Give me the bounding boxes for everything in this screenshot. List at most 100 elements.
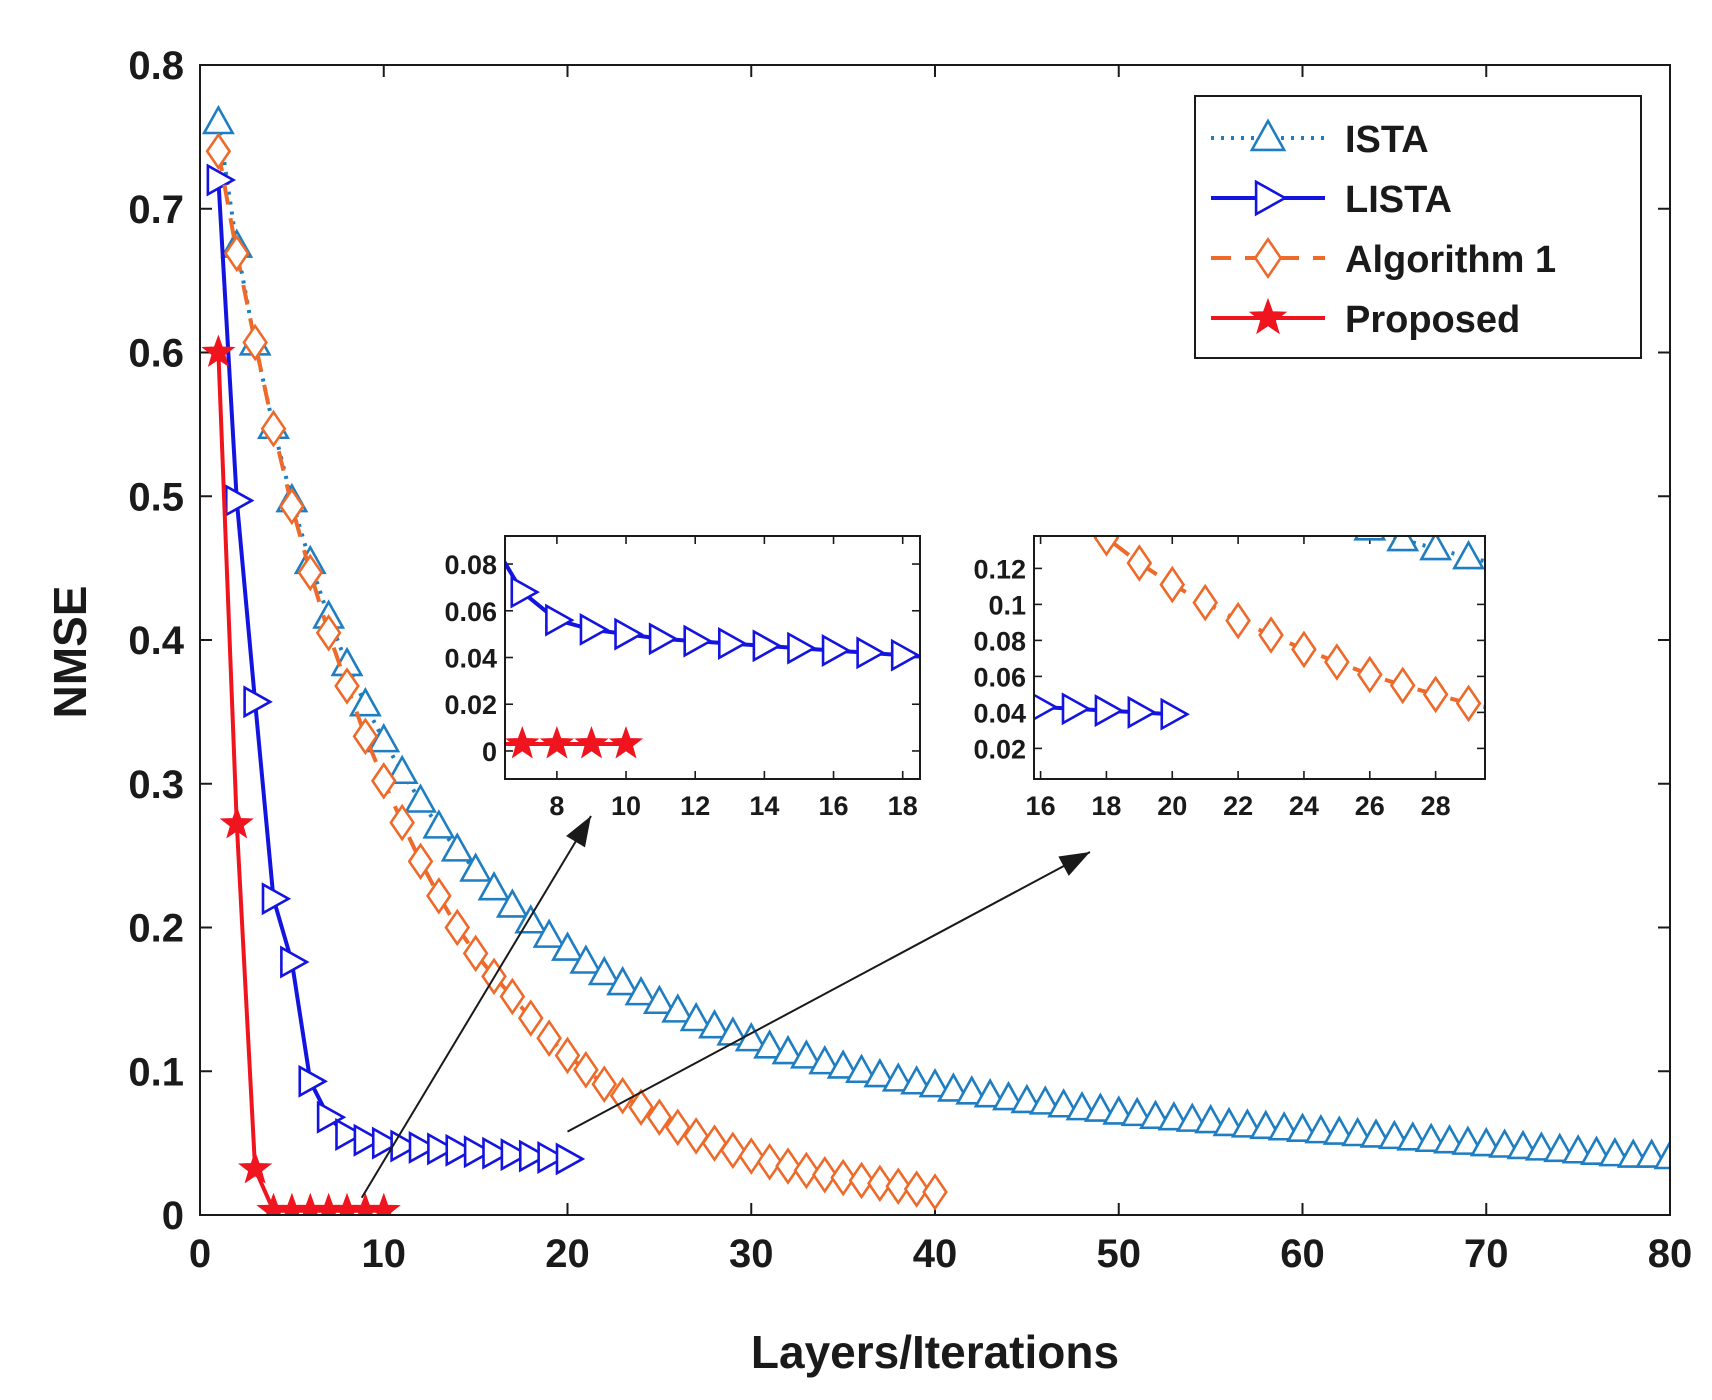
- inset-plot-right: 16 18 20 22 24 26 28 0.02 0.04 0.06 0.08 0.1 0.12: [973, 535, 1486, 821]
- main-point-lista: [261, 882, 292, 916]
- inset-y-tick-label: 0.02: [444, 690, 497, 720]
- main-point-algorithm-1: [903, 1170, 930, 1208]
- x-axis-label: Layers/Iterations: [751, 1326, 1119, 1378]
- main-point-ista: [753, 1029, 787, 1059]
- main-point-algorithm-1: [830, 1158, 856, 1197]
- inset-point-proposed: [505, 726, 540, 759]
- inset-series-group: [505, 558, 920, 759]
- x-tick-label: 70: [1464, 1232, 1509, 1276]
- inset-point-lista: [683, 624, 713, 658]
- inset-frame: [504, 535, 921, 780]
- legend-marker-proposed: [1248, 297, 1288, 335]
- inset-x-tick-label: 24: [1289, 791, 1319, 821]
- main-point-ista: [624, 975, 658, 1006]
- main-point-ista: [936, 1072, 970, 1102]
- inset-point-lista: [1034, 693, 1059, 721]
- main-point-lista: [482, 1136, 512, 1170]
- main-point-algorithm-1: [628, 1088, 654, 1126]
- main-point-ista: [845, 1053, 878, 1084]
- main-point-algorithm-1: [646, 1098, 673, 1137]
- arrow-head: [1058, 852, 1090, 876]
- inset-y-tick-label: 0.04: [973, 698, 1026, 728]
- legend-marker-ista: [1249, 118, 1287, 152]
- main-point-lista: [335, 1118, 365, 1151]
- main-point-algorithm-1: [591, 1065, 618, 1103]
- main-point-ista: [569, 944, 603, 974]
- inset-point-proposed: [574, 726, 609, 759]
- inset-point-lista: [1160, 697, 1190, 731]
- main-point-ista: [771, 1034, 805, 1065]
- main-point-lista: [537, 1141, 567, 1174]
- inset-point-proposed: [608, 726, 644, 759]
- inset-x-tick-label: 12: [680, 791, 710, 821]
- main-point-ista: [422, 809, 456, 839]
- main-point-ista: [1083, 1092, 1117, 1122]
- inset-x-tick-label: 18: [1091, 791, 1121, 821]
- inset-x-tick-label: 20: [1157, 791, 1187, 821]
- main-point-lista: [518, 1139, 549, 1173]
- inset-frame: [1033, 535, 1486, 780]
- inset-point-lista: [614, 617, 644, 651]
- main-point-algorithm-1: [573, 1051, 599, 1089]
- x-tick-label: 40: [913, 1232, 958, 1276]
- main-point-ista: [385, 754, 419, 785]
- inset-point-algorithm-1: [1389, 666, 1416, 705]
- main-point-ista: [881, 1062, 915, 1092]
- inset-y-tick-label: 0.1: [988, 590, 1026, 620]
- inset-point-lista: [510, 575, 540, 609]
- main-point-proposed: [219, 806, 254, 839]
- main-point-ista: [1047, 1088, 1081, 1118]
- main-point-ista: [459, 852, 493, 882]
- inset-point-algorithm-1: [1225, 601, 1251, 640]
- inset-point-lista: [752, 629, 783, 663]
- inset-y-tick-label: 0: [482, 737, 497, 767]
- inset-x-tick-label: 28: [1421, 791, 1451, 821]
- inset-y-tick-label: 0.02: [973, 734, 1026, 764]
- main-point-ista: [606, 965, 640, 996]
- main-point-algorithm-1: [444, 908, 471, 947]
- main-point-lista: [555, 1142, 586, 1176]
- main-point-algorithm-1: [279, 487, 305, 526]
- zoom-arrows: [360, 815, 1091, 1199]
- inset-point-algorithm-1: [1126, 544, 1153, 582]
- inset-y-tick-label: 0.12: [973, 554, 1026, 584]
- inset-line-algorithm-1: [1101, 536, 1485, 710]
- inset-point-algorithm-1: [1291, 630, 1317, 669]
- y-tick-label: 0.8: [128, 44, 184, 88]
- x-tick-label: 0: [189, 1232, 211, 1276]
- main-point-algorithm-1: [793, 1151, 820, 1190]
- x-tick-label: 10: [362, 1232, 407, 1276]
- main-point-lista: [353, 1123, 384, 1157]
- main-point-algorithm-1: [517, 999, 544, 1037]
- arrow-line: [360, 815, 592, 1199]
- inset-x-tick-label: 10: [611, 791, 641, 821]
- main-point-algorithm-1: [609, 1076, 636, 1115]
- main-point-algorithm-1: [242, 323, 268, 362]
- main-point-algorithm-1: [848, 1161, 875, 1200]
- main-point-ista: [1653, 1139, 1670, 1170]
- main-point-algorithm-1: [260, 409, 287, 448]
- main-point-lista: [298, 1064, 328, 1098]
- x-tick-label: 20: [545, 1232, 590, 1276]
- inset-point-algorithm-1: [1093, 536, 1120, 557]
- inset-point-lista: [1094, 694, 1125, 728]
- main-point-ista: [495, 888, 529, 918]
- main-point-ista: [679, 1001, 713, 1032]
- main-point-ista: [992, 1080, 1025, 1111]
- main-point-algorithm-1: [811, 1155, 838, 1194]
- main-point-algorithm-1: [701, 1124, 728, 1162]
- inset-y-tick-label: 0.04: [444, 644, 497, 674]
- main-plot-frame: [199, 64, 1671, 1216]
- inset-point-algorithm-1: [1324, 643, 1350, 681]
- main-point-ista: [440, 832, 474, 862]
- main-point-ista: [551, 931, 584, 961]
- inset-x-tick-label: 16: [1026, 791, 1056, 821]
- y-tick-label: 0.6: [128, 332, 184, 376]
- inset-point-algorithm-1: [1356, 655, 1383, 694]
- inset-y-tick-label: 0.06: [973, 662, 1026, 692]
- main-point-algorithm-1: [407, 842, 434, 881]
- main-point-algorithm-1: [205, 132, 232, 171]
- inset-x-tick-label: 26: [1355, 791, 1385, 821]
- main-point-algorithm-1: [756, 1143, 783, 1181]
